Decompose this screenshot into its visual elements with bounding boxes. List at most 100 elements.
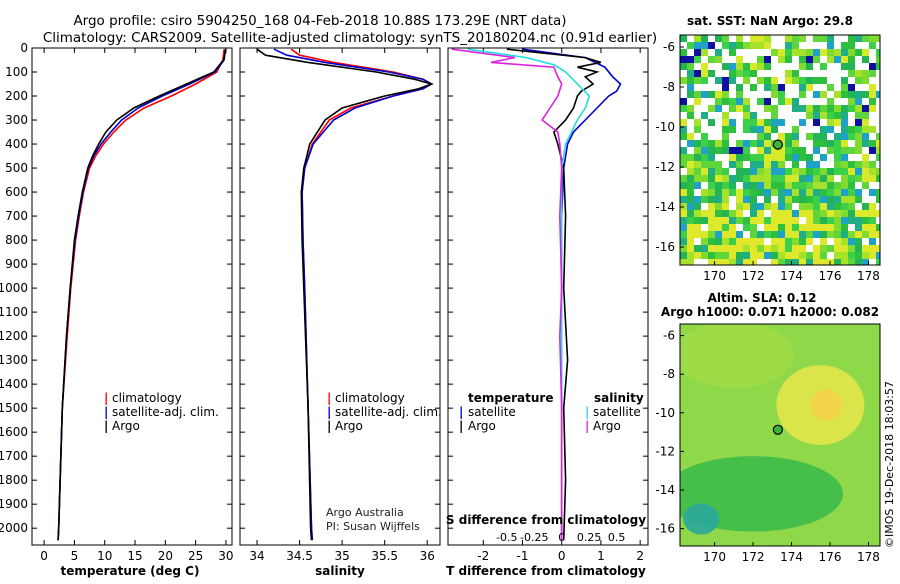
sst-cell <box>778 154 785 161</box>
sst-cell <box>694 224 701 231</box>
sst-cell <box>778 238 785 245</box>
sst-cell <box>708 189 715 196</box>
sst-cell <box>841 112 848 119</box>
sst-cell <box>750 154 757 161</box>
sst-cell <box>764 56 771 63</box>
sst-cell <box>813 112 820 119</box>
x-tick-label: 10 <box>97 549 112 563</box>
sst-cell <box>736 98 743 105</box>
sst-cell <box>792 105 799 112</box>
sst-cell <box>862 91 869 98</box>
sst-cell <box>701 35 708 42</box>
sst-cell <box>701 77 708 84</box>
sst-cell <box>736 63 743 70</box>
sst-cell <box>820 259 827 265</box>
sst-cell <box>708 182 715 189</box>
sst-cell <box>771 105 778 112</box>
sst-cell <box>694 70 701 77</box>
sst-cell <box>743 175 750 182</box>
sst-cell <box>799 119 806 126</box>
sst-cell <box>715 203 722 210</box>
sst-cell <box>680 182 687 189</box>
y-tick-label: 1600 <box>0 425 28 439</box>
sst-cell <box>841 189 848 196</box>
sst-cell <box>694 196 701 203</box>
sst-cell <box>771 154 778 161</box>
sst-cell <box>687 182 694 189</box>
title-line-2: Climatology: CARS2009. Satellite-adjuste… <box>43 30 657 46</box>
sst-cell <box>722 126 729 133</box>
sst-cell <box>743 245 750 252</box>
sst-cell <box>876 168 880 175</box>
sst-cell <box>799 91 806 98</box>
sla-low-blob <box>683 503 720 535</box>
sst-cell <box>687 161 694 168</box>
sst-cell <box>771 245 778 252</box>
map-y-tick-label: -10 <box>655 406 675 420</box>
series-s-argo <box>451 48 563 541</box>
sst-cell <box>792 140 799 147</box>
map-y-tick-label: -8 <box>663 80 675 94</box>
sst-cell <box>694 98 701 105</box>
sst-cell <box>764 231 771 238</box>
sst-cell <box>799 245 806 252</box>
sst-cell <box>743 252 750 259</box>
sst-cell <box>869 175 876 182</box>
sst-cell <box>827 35 834 42</box>
sst-cell <box>764 35 771 42</box>
sst-cell <box>743 42 750 49</box>
sst-cell <box>708 210 715 217</box>
sst-cell <box>778 203 785 210</box>
sst-cell <box>687 70 694 77</box>
sst-cell <box>694 231 701 238</box>
sst-cell <box>736 189 743 196</box>
sst-cell <box>764 63 771 70</box>
sst-cell <box>876 35 880 42</box>
sst-cell <box>792 210 799 217</box>
sst-cell <box>694 126 701 133</box>
sst-cell <box>778 147 785 154</box>
sst-cell <box>715 175 722 182</box>
sst-cell <box>764 224 771 231</box>
sst-cell <box>855 168 862 175</box>
sst-cell <box>757 119 764 126</box>
sst-cell <box>792 245 799 252</box>
x-tick-label: 15 <box>127 549 142 563</box>
sst-cell <box>799 189 806 196</box>
sst-cell <box>876 252 880 259</box>
sst-cell <box>757 189 764 196</box>
sst-cell <box>743 112 750 119</box>
sst-cell <box>869 224 876 231</box>
sst-cell <box>841 259 848 265</box>
sal-legend-label-climatology: climatology <box>335 391 405 405</box>
sst-cell <box>736 147 743 154</box>
sst-cell <box>750 224 757 231</box>
sst-cell <box>757 140 764 147</box>
sst-cell <box>722 217 729 224</box>
sst-cell <box>729 119 736 126</box>
sst-cell <box>799 175 806 182</box>
sst-cell <box>771 147 778 154</box>
sst-cell <box>813 231 820 238</box>
sst-cell <box>855 231 862 238</box>
sst-cell <box>827 245 834 252</box>
sst-cell <box>729 161 736 168</box>
sst-cell <box>757 63 764 70</box>
sst-cell <box>862 105 869 112</box>
sst-cell <box>792 189 799 196</box>
y-tick-label: 900 <box>5 257 28 271</box>
sst-cell <box>757 126 764 133</box>
sst-cell <box>736 203 743 210</box>
sst-cell <box>820 126 827 133</box>
sst-cell <box>729 182 736 189</box>
sst-cell <box>848 175 855 182</box>
sst-cell <box>876 196 880 203</box>
sst-cell <box>841 231 848 238</box>
sst-cell <box>862 49 869 56</box>
sst-cell <box>862 56 869 63</box>
sst-cell <box>827 42 834 49</box>
sst-cell <box>855 161 862 168</box>
sst-cell <box>855 133 862 140</box>
sst-cell <box>743 168 750 175</box>
temperature-plot: 0100200300400500600700800900100011001200… <box>0 41 234 563</box>
